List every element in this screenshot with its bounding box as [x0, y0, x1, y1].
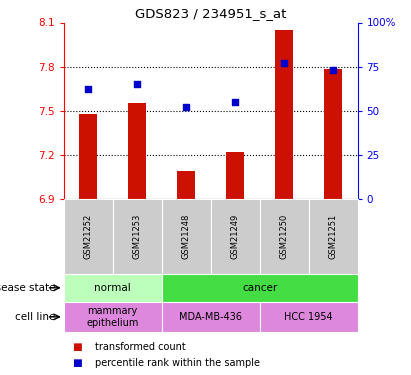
Text: GSM21252: GSM21252 [84, 214, 93, 259]
Bar [177, 171, 196, 199]
Bar [113, 199, 162, 274]
Point [281, 60, 287, 66]
Bar [260, 199, 309, 274]
Bar [162, 302, 260, 332]
Bar [226, 152, 245, 199]
Bar [211, 199, 260, 274]
Text: normal: normal [94, 283, 131, 293]
Text: GSM21251: GSM21251 [328, 214, 337, 259]
Title: GDS823 / 234951_s_at: GDS823 / 234951_s_at [135, 7, 286, 20]
Bar [162, 199, 211, 274]
Text: transformed count: transformed count [95, 342, 185, 352]
Bar [79, 114, 97, 199]
Point [85, 87, 92, 93]
Bar [64, 199, 113, 274]
Text: percentile rank within the sample: percentile rank within the sample [95, 358, 259, 368]
Text: GSM21249: GSM21249 [231, 214, 240, 259]
Point [183, 104, 189, 110]
Bar [309, 199, 358, 274]
Bar [324, 69, 342, 199]
Text: disease state: disease state [0, 283, 55, 293]
Text: mammary
epithelium: mammary epithelium [86, 306, 139, 328]
Bar [260, 302, 358, 332]
Point [330, 67, 336, 73]
Text: MDA-MB-436: MDA-MB-436 [179, 312, 242, 322]
Bar [275, 30, 293, 199]
Text: ■: ■ [72, 358, 82, 368]
Text: cell line: cell line [15, 312, 55, 322]
Bar [64, 302, 162, 332]
Bar [64, 274, 162, 302]
Text: GSM21248: GSM21248 [182, 214, 191, 259]
Text: HCC 1954: HCC 1954 [284, 312, 333, 322]
Bar [128, 103, 146, 199]
Text: GSM21250: GSM21250 [279, 214, 289, 259]
Text: GSM21253: GSM21253 [133, 214, 142, 259]
Point [232, 99, 238, 105]
Bar [162, 274, 358, 302]
Point [134, 81, 141, 87]
Text: ■: ■ [72, 342, 82, 352]
Text: cancer: cancer [242, 283, 277, 293]
